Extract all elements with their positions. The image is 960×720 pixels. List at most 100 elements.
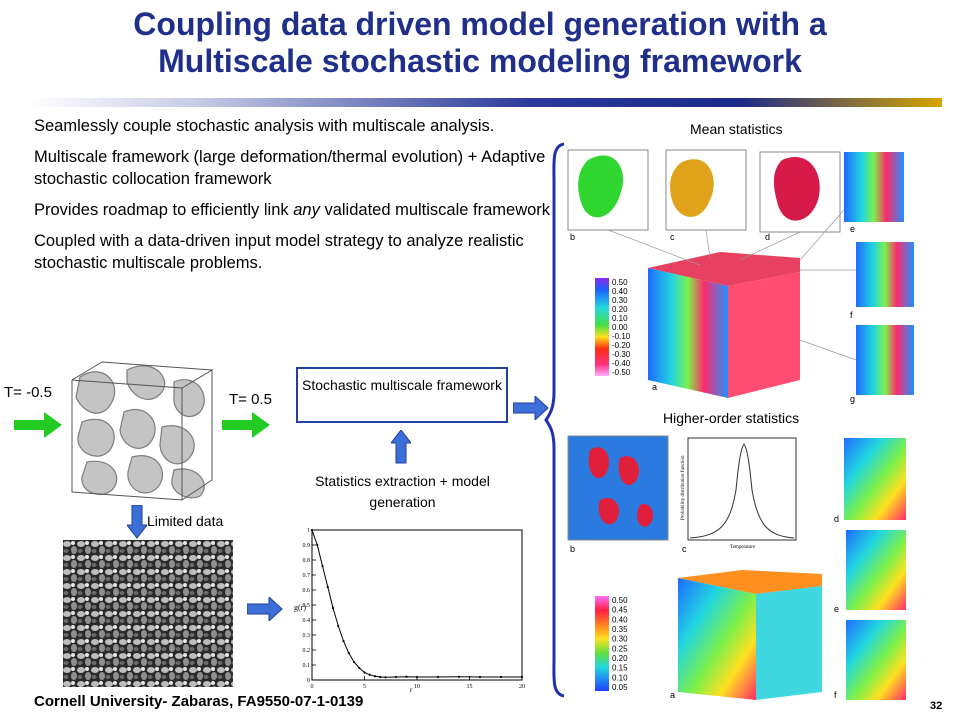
y-tick-label: 0.5 <box>303 603 311 609</box>
colorbar-label: 0.45 <box>612 606 628 615</box>
cube-b-side <box>756 586 822 700</box>
letter-b-bottom: b <box>570 544 575 554</box>
data-point <box>368 673 371 676</box>
bullet-2: Multiscale framework (large deformation/… <box>34 148 546 188</box>
chart-ylabel: g(r) <box>294 603 306 612</box>
slice-f <box>846 620 906 700</box>
data-point <box>478 675 482 679</box>
isosurface-red <box>773 157 820 221</box>
limited-data-label: Limited data <box>147 513 224 529</box>
letter-c-bottom: c <box>682 544 687 554</box>
data-point <box>347 651 350 655</box>
pdf-plot-frame <box>687 437 797 541</box>
colorbar-label: 0.00 <box>612 323 628 332</box>
data-point <box>394 675 398 679</box>
colorbar-label: 0.15 <box>612 664 628 673</box>
data-point <box>342 639 345 643</box>
data-point <box>337 624 340 628</box>
data-point <box>499 675 503 679</box>
arrow-up-icon <box>391 430 411 464</box>
data-point <box>520 675 524 679</box>
colorbar-label: 0.30 <box>612 296 628 305</box>
x-tick-label: 5 <box>363 684 366 690</box>
bullet-3-start: Provides roadmap to efficiently link <box>34 201 289 219</box>
colorbar-label: 0.25 <box>612 644 628 653</box>
colorbar-label: 0.50 <box>612 278 628 287</box>
data-point <box>415 675 419 679</box>
data-point <box>321 564 324 568</box>
y-tick-label: 0 <box>307 678 310 684</box>
letter-g-top: g <box>850 394 855 404</box>
cube-side <box>728 272 800 398</box>
colorbar-label: 0.20 <box>612 654 628 663</box>
colorbar-label: 0.20 <box>612 305 628 314</box>
stats-extraction-label: Statistics extraction + model generation <box>315 473 490 510</box>
isosurface-blue <box>567 435 669 541</box>
slice-e <box>844 152 904 222</box>
letter-f-top: f <box>850 310 853 320</box>
arrow-down-icon <box>127 505 147 539</box>
cube-b-top <box>678 570 822 594</box>
mean-statistics-label: Mean statistics <box>690 121 783 137</box>
data-point <box>326 585 329 589</box>
colorbar-label: 0.30 <box>612 635 628 644</box>
chart-frame <box>311 529 523 681</box>
colorbar-label: -0.40 <box>612 359 631 368</box>
correlation-chart: g(r) r 00.10.20.30.40.50.60.70.80.910 5 10… <box>294 528 525 694</box>
footer-text: Cornell University- Zabaras, FA9550-07-1… <box>34 693 364 710</box>
letter-d-bottom: d <box>834 514 839 524</box>
pdf-x-label: Temperature <box>730 545 756 550</box>
chart-xlabel: r <box>410 686 413 694</box>
y-tick-label: 0.2 <box>303 648 311 654</box>
colorbar-label: -0.50 <box>612 368 631 377</box>
data-point <box>310 528 314 532</box>
data-point <box>373 675 377 678</box>
y-tick-label: 0.6 <box>303 588 311 594</box>
colorbar-label: -0.30 <box>612 350 631 359</box>
letter-a-top: a <box>652 382 657 392</box>
cube-front <box>648 268 728 398</box>
letter-d-top: d <box>765 232 770 242</box>
colorbar-bottom <box>595 596 609 691</box>
higher-statistics-figure: Probability distribution function Temper… <box>567 435 906 700</box>
letter-f-bottom: f <box>834 690 837 700</box>
microscopy-image <box>63 540 233 687</box>
x-tick-label: 10 <box>414 684 420 690</box>
data-point <box>405 675 408 678</box>
data-point <box>316 543 319 547</box>
pdf-y-label: Probability distribution function <box>681 455 686 520</box>
title-line-2: Multiscale stochastic modeling framework <box>158 43 802 79</box>
y-tick-label: 0.3 <box>303 633 311 639</box>
bullet-list: Seamlessly couple stochastic analysis wi… <box>34 115 554 283</box>
slice-d <box>844 438 906 520</box>
colorbar-top <box>595 278 609 376</box>
mean-statistics-figure: 0.500.400.300.200.100.00-0.10-0.20-0.30-… <box>567 149 914 404</box>
x-tick-label: 15 <box>467 684 473 690</box>
arrow-to-results-icon <box>513 396 549 420</box>
page-number: 32 <box>930 700 943 712</box>
colorbar-label: 0.05 <box>612 683 628 692</box>
bullet-3: Provides roadmap to efficiently link any… <box>34 199 554 221</box>
higher-statistics-label: Higher-order statistics <box>663 410 800 426</box>
data-point <box>352 660 356 664</box>
isosurface-orange <box>670 159 714 217</box>
temp-right-label: T= 0.5 <box>229 391 272 408</box>
y-tick-label: 0.8 <box>303 558 311 564</box>
colorbar-label: 0.40 <box>612 287 628 296</box>
cube-top <box>648 252 800 286</box>
data-point <box>331 606 335 610</box>
slice-e <box>846 530 906 610</box>
x-tick-label: 0 <box>311 684 314 690</box>
colorbar-label: -0.20 <box>612 341 631 350</box>
arrow-right-icon <box>247 597 283 621</box>
colorbar-label: 0.40 <box>612 615 628 624</box>
slide-title: Coupling data driven model generation wi… <box>0 6 960 80</box>
title-line-1: Coupling data driven model generation wi… <box>133 6 827 42</box>
slice-g <box>856 325 914 395</box>
bullet-3-emphasis: any <box>293 201 320 219</box>
colorbar-label: 0.50 <box>612 596 628 605</box>
pdf-curve <box>689 443 795 539</box>
colorbar-label: 0.10 <box>612 673 628 682</box>
letter-b-top: b <box>570 232 575 242</box>
colorbar-label: -0.10 <box>612 332 631 341</box>
